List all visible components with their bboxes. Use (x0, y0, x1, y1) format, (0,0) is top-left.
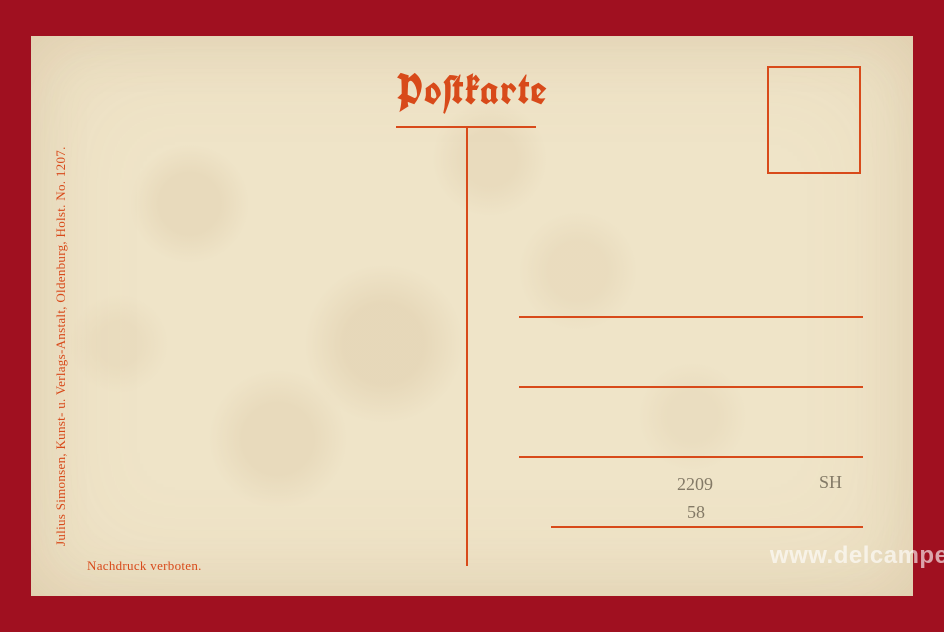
publisher-imprint: Julius Simonsen, Kunst- u. Verlags-Ansta… (53, 146, 69, 546)
address-line (519, 456, 863, 458)
divider-vertical (466, 126, 468, 566)
reprint-notice: Nachdruck verboten. (87, 558, 202, 574)
address-line (519, 386, 863, 388)
pencil-annotation: SH (819, 472, 842, 493)
pencil-annotation: 2209 (677, 474, 713, 495)
address-line (519, 316, 863, 318)
postcard: Poſtkarte Julius Simonsen, Kunst- u. Ver… (31, 36, 913, 596)
watermark: www.delcampe.net (770, 542, 944, 570)
stamp-box (767, 66, 861, 174)
postcard-title: Poſtkarte (396, 62, 548, 117)
address-line (551, 526, 863, 528)
pencil-annotation: 58 (687, 502, 705, 523)
